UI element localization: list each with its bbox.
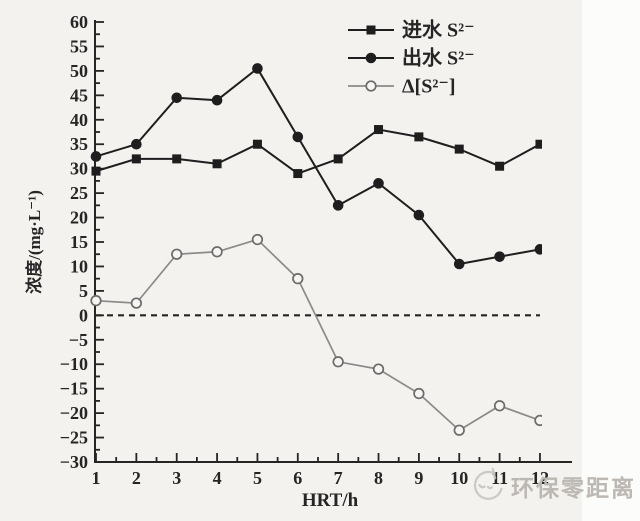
filled-square-marker xyxy=(131,154,141,164)
x-axis-label: HRT/h xyxy=(302,490,359,511)
y-tick-label: −20 xyxy=(60,403,88,423)
filled-circle-marker xyxy=(171,92,183,104)
y-tick-label: −25 xyxy=(60,428,88,448)
legend-item-2: Δ[S²⁻] xyxy=(348,76,456,98)
y-tick-label: 5 xyxy=(79,281,88,301)
filled-square-marker xyxy=(414,132,424,142)
open-circle-marker xyxy=(292,273,304,285)
filled-circle-marker xyxy=(413,209,425,221)
filled-circle-marker xyxy=(534,244,542,255)
legend-label: 进水 S²⁻ xyxy=(402,19,475,42)
filled-square-marker xyxy=(293,169,303,179)
open-circle-marker xyxy=(332,356,344,368)
series-line xyxy=(95,238,541,432)
filled-circle-marker xyxy=(131,138,142,150)
legend-label: Δ[S²⁻] xyxy=(402,76,456,98)
x-tick-label: 7 xyxy=(334,468,343,488)
series-effluent xyxy=(90,63,542,270)
y-tick-label: 55 xyxy=(70,36,88,56)
filled-square-marker xyxy=(212,159,222,169)
filled-circle-marker xyxy=(90,151,102,162)
open-circle-marker xyxy=(493,400,506,412)
filled-circle-marker xyxy=(252,63,263,74)
doodle-face-icon xyxy=(473,467,503,500)
open-circle-marker xyxy=(365,80,377,92)
ticks xyxy=(95,21,541,463)
brand-watermark-text: 环保零距离 xyxy=(511,476,636,501)
y-axis-label: 浓度/(mg·L⁻¹) xyxy=(24,190,44,294)
y-tick-label: −15 xyxy=(60,379,88,399)
x-tick-label: 6 xyxy=(293,468,302,488)
open-circle-marker xyxy=(130,297,143,309)
filled-circle-marker xyxy=(332,200,344,211)
y-tick-label: 60 xyxy=(70,12,88,32)
filled-circle-marker xyxy=(373,178,384,189)
y-tick-label: −5 xyxy=(69,330,88,350)
legend: 进水 S²⁻ 出水 S²⁻ Δ[S²⁻] xyxy=(348,19,475,98)
filled-square-marker xyxy=(252,139,262,149)
open-circle-marker xyxy=(372,363,385,375)
y-tick-label: −10 xyxy=(60,354,88,374)
filled-circle-marker xyxy=(453,258,465,270)
legend-item-1: 出水 S²⁻ xyxy=(348,47,475,70)
series-line xyxy=(95,67,541,265)
x-tick-label: 2 xyxy=(132,468,141,488)
y-tick-label: 0 xyxy=(79,305,88,325)
open-circle-marker xyxy=(534,414,542,427)
y-tick-label: 45 xyxy=(70,85,88,105)
filled-square-marker xyxy=(91,166,101,176)
filled-square-marker xyxy=(333,154,343,164)
series-delta xyxy=(90,233,542,436)
filled-circle-marker xyxy=(365,52,377,64)
x-tick-label: 5 xyxy=(253,468,262,488)
y-tick-label: 15 xyxy=(70,232,88,252)
x-tick-label: 3 xyxy=(172,468,181,488)
open-circle-marker xyxy=(453,424,465,436)
filled-square-marker xyxy=(495,161,505,171)
y-tick-label: 10 xyxy=(70,256,88,276)
y-tick-label: 35 xyxy=(70,134,88,154)
filled-square-marker xyxy=(454,144,464,154)
filled-circle-marker xyxy=(292,131,304,143)
legend-item-0: 进水 S²⁻ xyxy=(348,19,475,42)
filled-square-marker xyxy=(366,25,376,35)
y-tick-label: −30 xyxy=(60,452,88,472)
open-circle-marker xyxy=(413,387,425,400)
brand-watermark: 环保零距离 xyxy=(464,460,636,512)
tick-labels: −30−25−20−15−10−505101520253035404550556… xyxy=(60,12,549,488)
y-tick-label: 30 xyxy=(70,159,88,179)
x-tick-label: 10 xyxy=(450,468,468,488)
filled-square-marker xyxy=(374,125,384,135)
axes xyxy=(94,20,572,463)
series-influent xyxy=(91,125,542,179)
open-circle-marker xyxy=(211,246,223,258)
y-tick-label: 20 xyxy=(70,208,88,228)
series-line xyxy=(95,128,541,175)
y-tick-label: 40 xyxy=(70,110,88,130)
x-tick-label: 9 xyxy=(414,468,423,488)
filled-square-marker xyxy=(535,139,542,149)
filled-square-marker xyxy=(172,154,182,164)
open-circle-marker xyxy=(90,295,102,307)
open-circle-marker xyxy=(171,248,183,260)
x-tick-label: 12 xyxy=(531,468,549,488)
open-circle-marker xyxy=(251,233,264,246)
x-tick-label: 8 xyxy=(374,468,383,488)
y-tick-label: 25 xyxy=(70,183,88,203)
x-tick-label: 4 xyxy=(213,468,222,488)
x-tick-label: 1 xyxy=(92,468,101,488)
legend-label: 出水 S²⁻ xyxy=(402,47,475,70)
filled-circle-marker xyxy=(211,94,223,106)
page-background-strip xyxy=(582,0,640,521)
y-tick-label: 50 xyxy=(70,61,88,81)
filled-circle-marker xyxy=(494,251,505,262)
